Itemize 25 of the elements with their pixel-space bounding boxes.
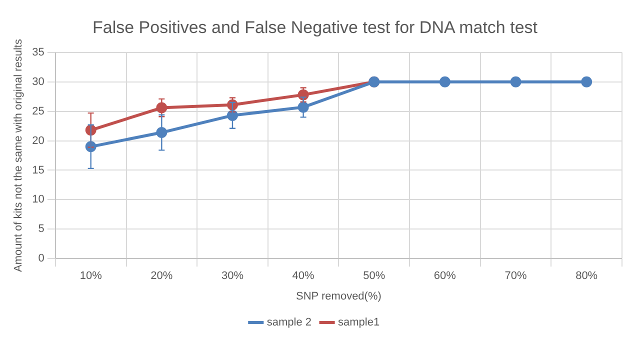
x-tick-label: 40% — [292, 270, 315, 282]
point — [581, 76, 592, 88]
x-tick-label: 50% — [363, 270, 386, 282]
y-tick-label: 5 — [38, 223, 44, 236]
y-axis-title: Amount of kits not the same with original results — [12, 38, 25, 272]
x-tick-label: 70% — [504, 270, 527, 282]
point — [226, 110, 238, 121]
legend-label: sample1 — [338, 316, 380, 329]
y-tick-label: 15 — [32, 164, 44, 176]
y-tick-label: 25 — [32, 105, 44, 118]
x-tick-label: 10% — [80, 270, 102, 282]
legend-label: sample 2 — [266, 316, 312, 329]
x-tick-label: 20% — [150, 270, 173, 282]
chart-title: False Positives and False Negative test for DNA match test — [92, 18, 538, 37]
point — [439, 76, 450, 88]
y-tick-label: 20 — [32, 134, 44, 147]
y-tick-label: 35 — [32, 46, 44, 58]
point — [510, 76, 522, 88]
x-tick-label: 30% — [221, 270, 244, 282]
x-tick-label: 60% — [434, 270, 456, 282]
y-tick-label: 10 — [32, 194, 44, 206]
x-axis-title: SNP removed(%) — [296, 290, 382, 302]
x-tick-label: 80% — [576, 270, 598, 282]
y-tick-label: 0 — [38, 252, 44, 265]
y-tick-label: 30 — [32, 76, 44, 88]
